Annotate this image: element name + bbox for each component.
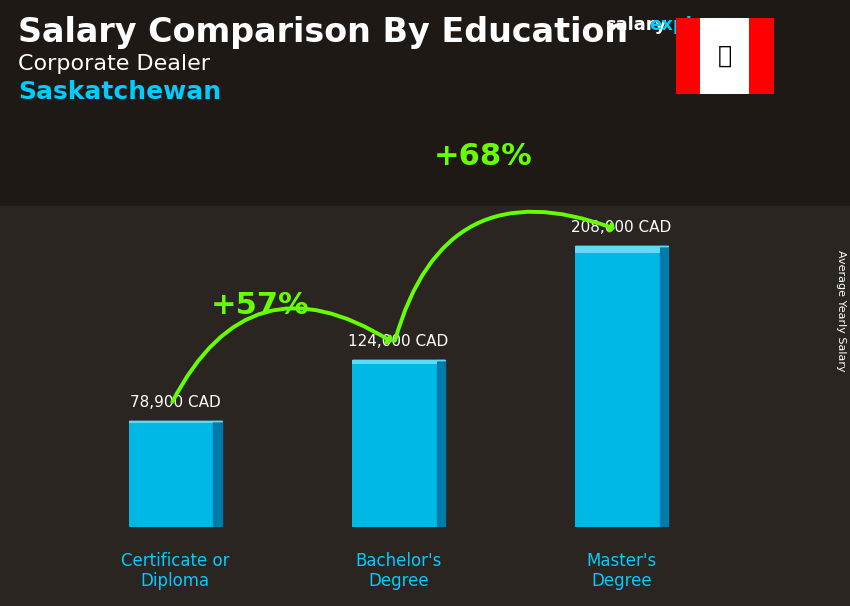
Bar	[128, 421, 213, 527]
Bar	[0, 0, 850, 206]
Text: +57%: +57%	[211, 291, 309, 321]
Text: Master's
Degree: Master's Degree	[586, 551, 657, 590]
Bar	[575, 246, 660, 527]
Text: Average Yearly Salary: Average Yearly Salary	[836, 250, 846, 372]
Text: 78,900 CAD: 78,900 CAD	[130, 395, 221, 410]
Bar	[575, 246, 660, 253]
Text: Bachelor's
Degree: Bachelor's Degree	[355, 551, 442, 590]
Text: .com: .com	[717, 16, 766, 34]
Polygon shape	[437, 359, 445, 527]
Bar	[352, 359, 437, 527]
Text: 124,000 CAD: 124,000 CAD	[348, 334, 449, 349]
Text: Salary Comparison By Education: Salary Comparison By Education	[18, 16, 628, 49]
Text: Corporate Dealer: Corporate Dealer	[18, 54, 210, 74]
Bar	[676, 18, 700, 94]
Text: 🍁: 🍁	[717, 44, 732, 68]
Polygon shape	[660, 246, 668, 527]
Text: explorer: explorer	[649, 16, 734, 34]
Text: 208,000 CAD: 208,000 CAD	[571, 220, 672, 235]
Text: +68%: +68%	[434, 142, 533, 170]
Text: Certificate or
Diploma: Certificate or Diploma	[121, 551, 230, 590]
Bar	[128, 421, 213, 423]
Text: Saskatchewan: Saskatchewan	[18, 80, 221, 104]
Bar	[749, 18, 774, 94]
Text: salary: salary	[605, 16, 666, 34]
Polygon shape	[213, 421, 222, 527]
Bar	[352, 359, 437, 364]
